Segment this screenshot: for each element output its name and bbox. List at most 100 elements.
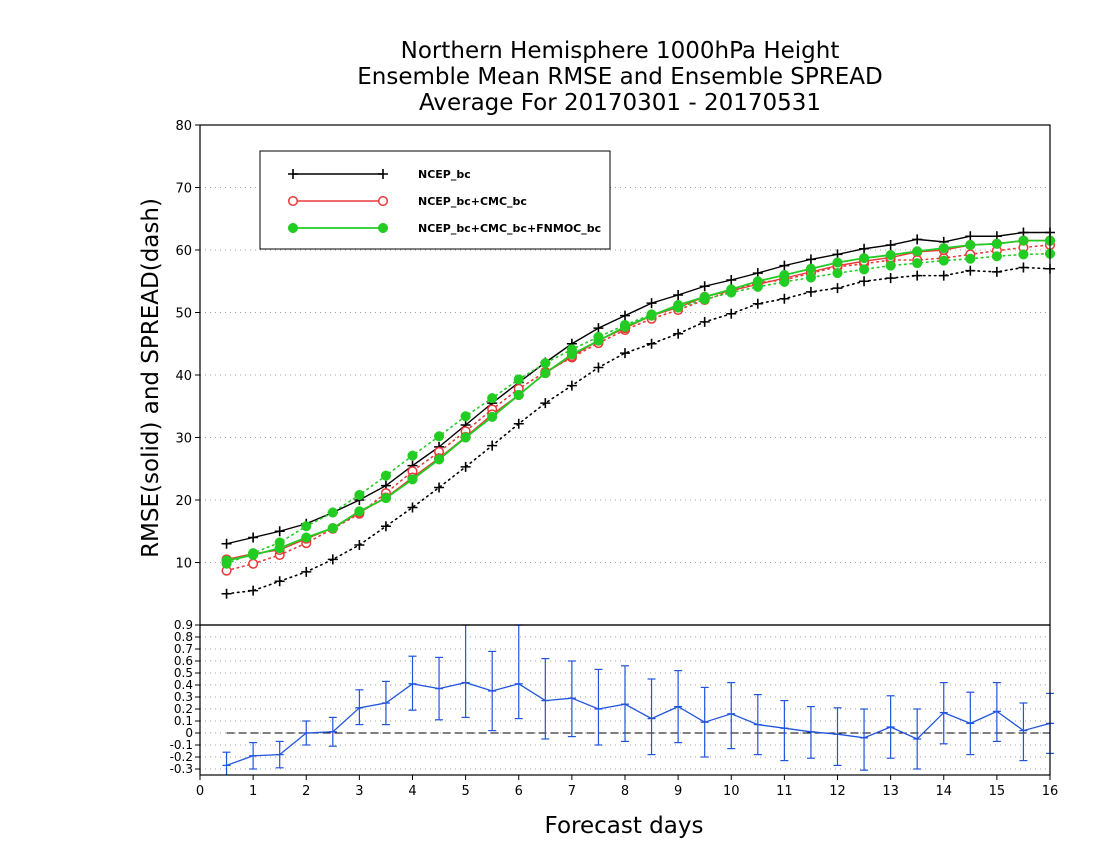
y-tick-label-bottom: 0.3: [174, 690, 193, 704]
y-tick-label-bottom: -0.2: [170, 750, 193, 764]
rmse-point: [620, 310, 630, 321]
x-tick-label: 15: [989, 784, 1006, 799]
rmse-point: [859, 253, 870, 264]
spread-point: [407, 502, 418, 513]
y-tick-label-top: 10: [175, 557, 192, 572]
difference-panel: -0.3-0.2-0.100.10.20.30.40.50.60.70.80.9: [170, 618, 1054, 776]
spread-point: [327, 507, 338, 518]
spread-point: [301, 566, 312, 577]
y-tick-label-bottom: 0.1: [174, 714, 193, 728]
rmse-point: [912, 234, 923, 245]
spread-point: [805, 272, 816, 283]
spread-point: [354, 540, 365, 550]
rmse-point: [274, 543, 285, 554]
spread-point: [805, 286, 816, 297]
rmse-point: [699, 291, 710, 302]
spread-point: [1018, 262, 1029, 273]
spread-point: [593, 362, 604, 373]
legend-item-cmc: NCEP_bc+CMC_bc: [287, 195, 527, 208]
x-tick-label: 10: [723, 784, 740, 799]
y-tick-label-top: 70: [175, 182, 192, 197]
rmse-point: [327, 523, 338, 534]
spread-point: [540, 398, 551, 409]
y-tick-label-top: 40: [175, 369, 192, 384]
spread-line: [225, 244, 1051, 572]
title-line-1: Northern Hemisphere 1000hPa Height: [401, 38, 840, 64]
y-tick-label-bottom: 0.9: [174, 618, 193, 632]
error-bar: [514, 624, 523, 720]
legend-label: NCEP_bc: [418, 168, 471, 181]
spread-point: [380, 521, 391, 532]
spread-point: [460, 461, 471, 472]
spread-point: [1018, 249, 1029, 260]
rmse-point: [248, 532, 259, 543]
x-tick-label: 11: [776, 784, 793, 799]
spread-point: [566, 380, 577, 391]
x-tick-label: 4: [408, 784, 416, 799]
x-tick-label: 3: [355, 784, 363, 799]
y-tick-label-top: 50: [175, 307, 192, 322]
rmse-point: [566, 349, 577, 360]
rmse-point: [221, 555, 232, 566]
legend-marker: [377, 222, 389, 234]
x-tick-label: 14: [935, 784, 952, 799]
legend-marker: [287, 195, 299, 207]
rmse-point: [646, 298, 657, 309]
legend: NCEP_bc NCEP_bc+CMC_bc NCEP_bc+CMC_bc+FNMO…: [259, 150, 611, 250]
legend-label: NCEP_bc+CMC_bc: [418, 195, 527, 208]
spread-point: [885, 260, 896, 271]
spread-line: [225, 252, 1051, 565]
spread-line: [225, 266, 1051, 595]
spread-point: [912, 270, 923, 281]
spread-point: [248, 585, 259, 596]
y-tick-label-bottom: 0.4: [174, 678, 193, 692]
rmse-point: [779, 260, 790, 271]
spread-point: [673, 328, 684, 339]
x-tick-label: 12: [829, 784, 846, 799]
rmse-point: [248, 549, 259, 561]
y-tick-label-bottom: 0.5: [174, 666, 193, 680]
y-tick-label-top: 30: [175, 432, 192, 447]
spread-point: [991, 266, 1002, 277]
spread-point: [779, 293, 790, 304]
x-tick-label: 0: [196, 784, 204, 799]
spread-point: [620, 348, 630, 359]
series-cmc: [221, 235, 1056, 576]
x-tick-label: 7: [568, 784, 576, 799]
spread-point: [832, 283, 843, 294]
chart-title: Northern Hemisphere 1000hPa Height Ensem…: [357, 38, 882, 116]
spread-point: [540, 358, 551, 369]
y-tick-label-bottom: 0.8: [174, 630, 193, 644]
rmse-point: [407, 474, 418, 485]
x-tick-label: 1: [249, 784, 257, 799]
legend-marker: [287, 222, 299, 234]
y-axis-title: RMSE(solid) and SPREAD(dash): [138, 198, 164, 558]
error-bar: [860, 708, 869, 771]
legend-box: [259, 150, 611, 250]
rmse-point: [938, 243, 949, 254]
error-bar: [780, 699, 789, 762]
legend-marker: [288, 169, 298, 179]
spread-point: [646, 338, 657, 349]
rmse-point: [593, 323, 604, 334]
rmse-point: [513, 389, 524, 401]
y-tick-label-bottom: 0.2: [174, 702, 193, 716]
y-tick-label-bottom: 0.7: [174, 642, 193, 656]
spread-point: [301, 521, 312, 532]
error-bar: [541, 657, 550, 740]
rmse-point: [965, 239, 976, 251]
y-tick-label-bottom: -0.3: [170, 762, 193, 776]
rmse-point: [699, 281, 710, 292]
rmse-point: [354, 506, 365, 517]
rmse-point: [779, 269, 790, 281]
spread-point: [832, 268, 843, 279]
spread-point: [327, 554, 338, 565]
spread-point: [407, 450, 418, 461]
rmse-spread-panel: 10 20 30 40 50 60 70 80: [175, 119, 1056, 626]
rmse-point: [221, 538, 232, 549]
spread-point: [434, 482, 445, 493]
rmse-point: [434, 454, 445, 465]
rmse-point: [1018, 235, 1029, 246]
spread-point: [991, 251, 1002, 262]
